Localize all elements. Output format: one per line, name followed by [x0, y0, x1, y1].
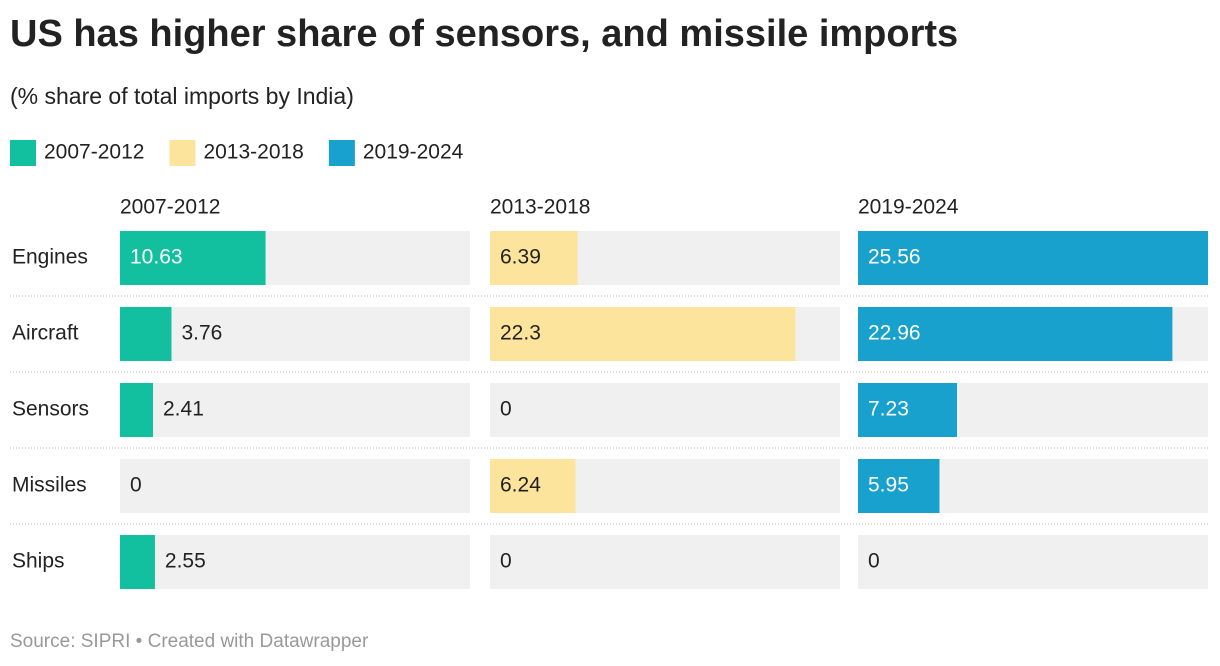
- bar: [120, 307, 172, 361]
- category-label: Engines: [12, 246, 88, 269]
- legend-label: 2013-2018: [203, 141, 303, 164]
- value-label: 22.96: [868, 322, 921, 345]
- source-note: Source: SIPRI • Created with Datawrapper: [10, 631, 369, 652]
- category-label: Aircraft: [12, 322, 79, 345]
- bar: [490, 231, 578, 285]
- legend-label: 2007-2012: [44, 141, 144, 164]
- bar-background: [120, 535, 470, 589]
- panel-title: 2013-2018: [490, 196, 590, 219]
- legend-swatch: [328, 140, 355, 166]
- value-label: 10.63: [130, 246, 183, 269]
- bar: [490, 459, 576, 513]
- value-label: 6.24: [500, 474, 541, 497]
- bar: [120, 535, 155, 589]
- bar-background: [490, 383, 840, 437]
- legend-swatch: [169, 140, 196, 166]
- value-label: 2.55: [165, 550, 206, 573]
- bar: [858, 231, 1208, 285]
- legend-label: 2019-2024: [363, 141, 464, 164]
- value-label: 2.41: [163, 398, 204, 421]
- value-label: 5.95: [868, 474, 909, 497]
- value-label: 3.76: [181, 322, 222, 345]
- chart-subtitle: (% share of total imports by India): [10, 83, 354, 109]
- chart-title: US has higher share of sensors, and miss…: [10, 13, 958, 55]
- value-label: 22.3: [500, 322, 541, 345]
- panel-title: 2019-2024: [858, 196, 959, 219]
- category-label: Ships: [12, 550, 65, 573]
- bar-background: [120, 383, 470, 437]
- bar-background: [120, 307, 470, 361]
- bar: [120, 231, 266, 285]
- bar: [120, 383, 154, 437]
- value-label: 7.23: [868, 398, 909, 421]
- value-label: 6.39: [500, 246, 541, 269]
- category-label: Sensors: [12, 398, 89, 421]
- legend-swatch: [10, 140, 36, 166]
- panel-title: 2007-2012: [120, 196, 220, 219]
- value-label: 0: [130, 474, 142, 497]
- bar: [858, 459, 940, 513]
- value-label: 0: [500, 398, 512, 421]
- bar: [858, 307, 1173, 361]
- bar-background: [120, 459, 470, 513]
- bar-background: [858, 535, 1208, 589]
- bar-background: [490, 535, 840, 589]
- bar: [858, 383, 958, 437]
- value-label: 25.56: [868, 246, 921, 269]
- value-label: 0: [500, 550, 512, 573]
- value-label: 0: [868, 550, 880, 573]
- category-label: Missiles: [12, 474, 87, 497]
- bar: [490, 307, 796, 361]
